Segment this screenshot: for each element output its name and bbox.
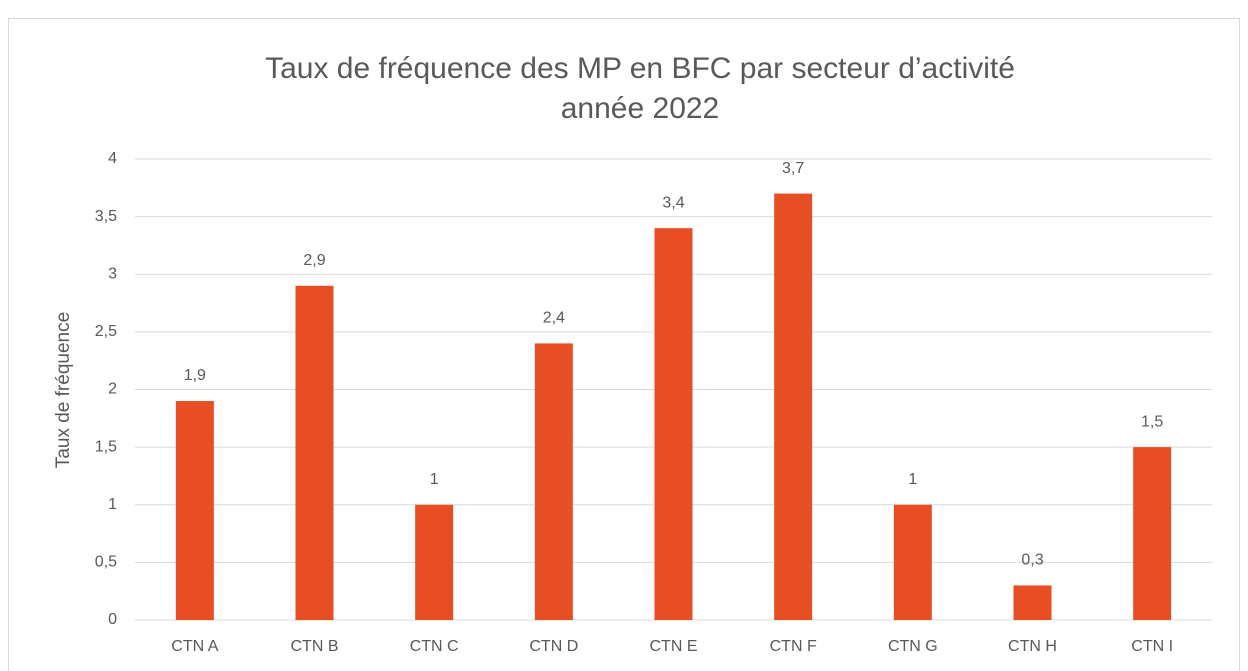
bar	[534, 343, 573, 620]
data-label: 1,5	[1141, 413, 1163, 430]
x-tick-label: CTN H	[1008, 638, 1057, 655]
x-tick-label: CTN E	[650, 638, 698, 655]
y-tick-label: 0,5	[95, 554, 117, 571]
x-tick-label: CTN G	[888, 638, 938, 655]
bar	[415, 504, 454, 620]
chart-subtitle: année 2022	[561, 92, 720, 125]
data-label: 3,7	[782, 160, 804, 177]
bar	[893, 504, 932, 620]
bar	[295, 285, 334, 620]
chart-title: Taux de fréquence des MP en BFC par sect…	[265, 52, 1015, 85]
x-tick-label: CTN C	[410, 638, 459, 655]
y-tick-label: 2	[108, 381, 117, 398]
bar	[175, 401, 214, 620]
y-tick-label: 1	[108, 496, 117, 513]
y-tick-label: 0	[108, 611, 117, 628]
y-tick-label: 2,5	[95, 323, 117, 340]
y-axis-title: Taux de fréquence	[53, 312, 74, 468]
bar	[1013, 585, 1052, 620]
x-tick-label: CTN I	[1131, 638, 1173, 655]
x-tick-label: CTN D	[529, 638, 578, 655]
y-tick-label: 3,5	[95, 208, 117, 225]
y-tick-label: 4	[108, 150, 117, 167]
x-tick-label: CTN B	[291, 638, 339, 655]
bar	[774, 193, 813, 620]
y-tick-label: 3	[108, 265, 117, 282]
data-label: 3,4	[662, 194, 684, 211]
data-label: 2,9	[303, 252, 325, 269]
data-label: 1	[430, 471, 439, 488]
y-tick-label: 1,5	[95, 438, 117, 455]
data-label: 1	[908, 471, 917, 488]
bar	[654, 228, 693, 620]
x-tick-label: CTN A	[171, 638, 218, 655]
bar	[1133, 447, 1172, 620]
data-label: 2,4	[543, 310, 565, 327]
data-label: 0,3	[1021, 552, 1043, 569]
data-label: 1,9	[184, 367, 206, 384]
x-tick-label: CTN F	[770, 638, 817, 655]
